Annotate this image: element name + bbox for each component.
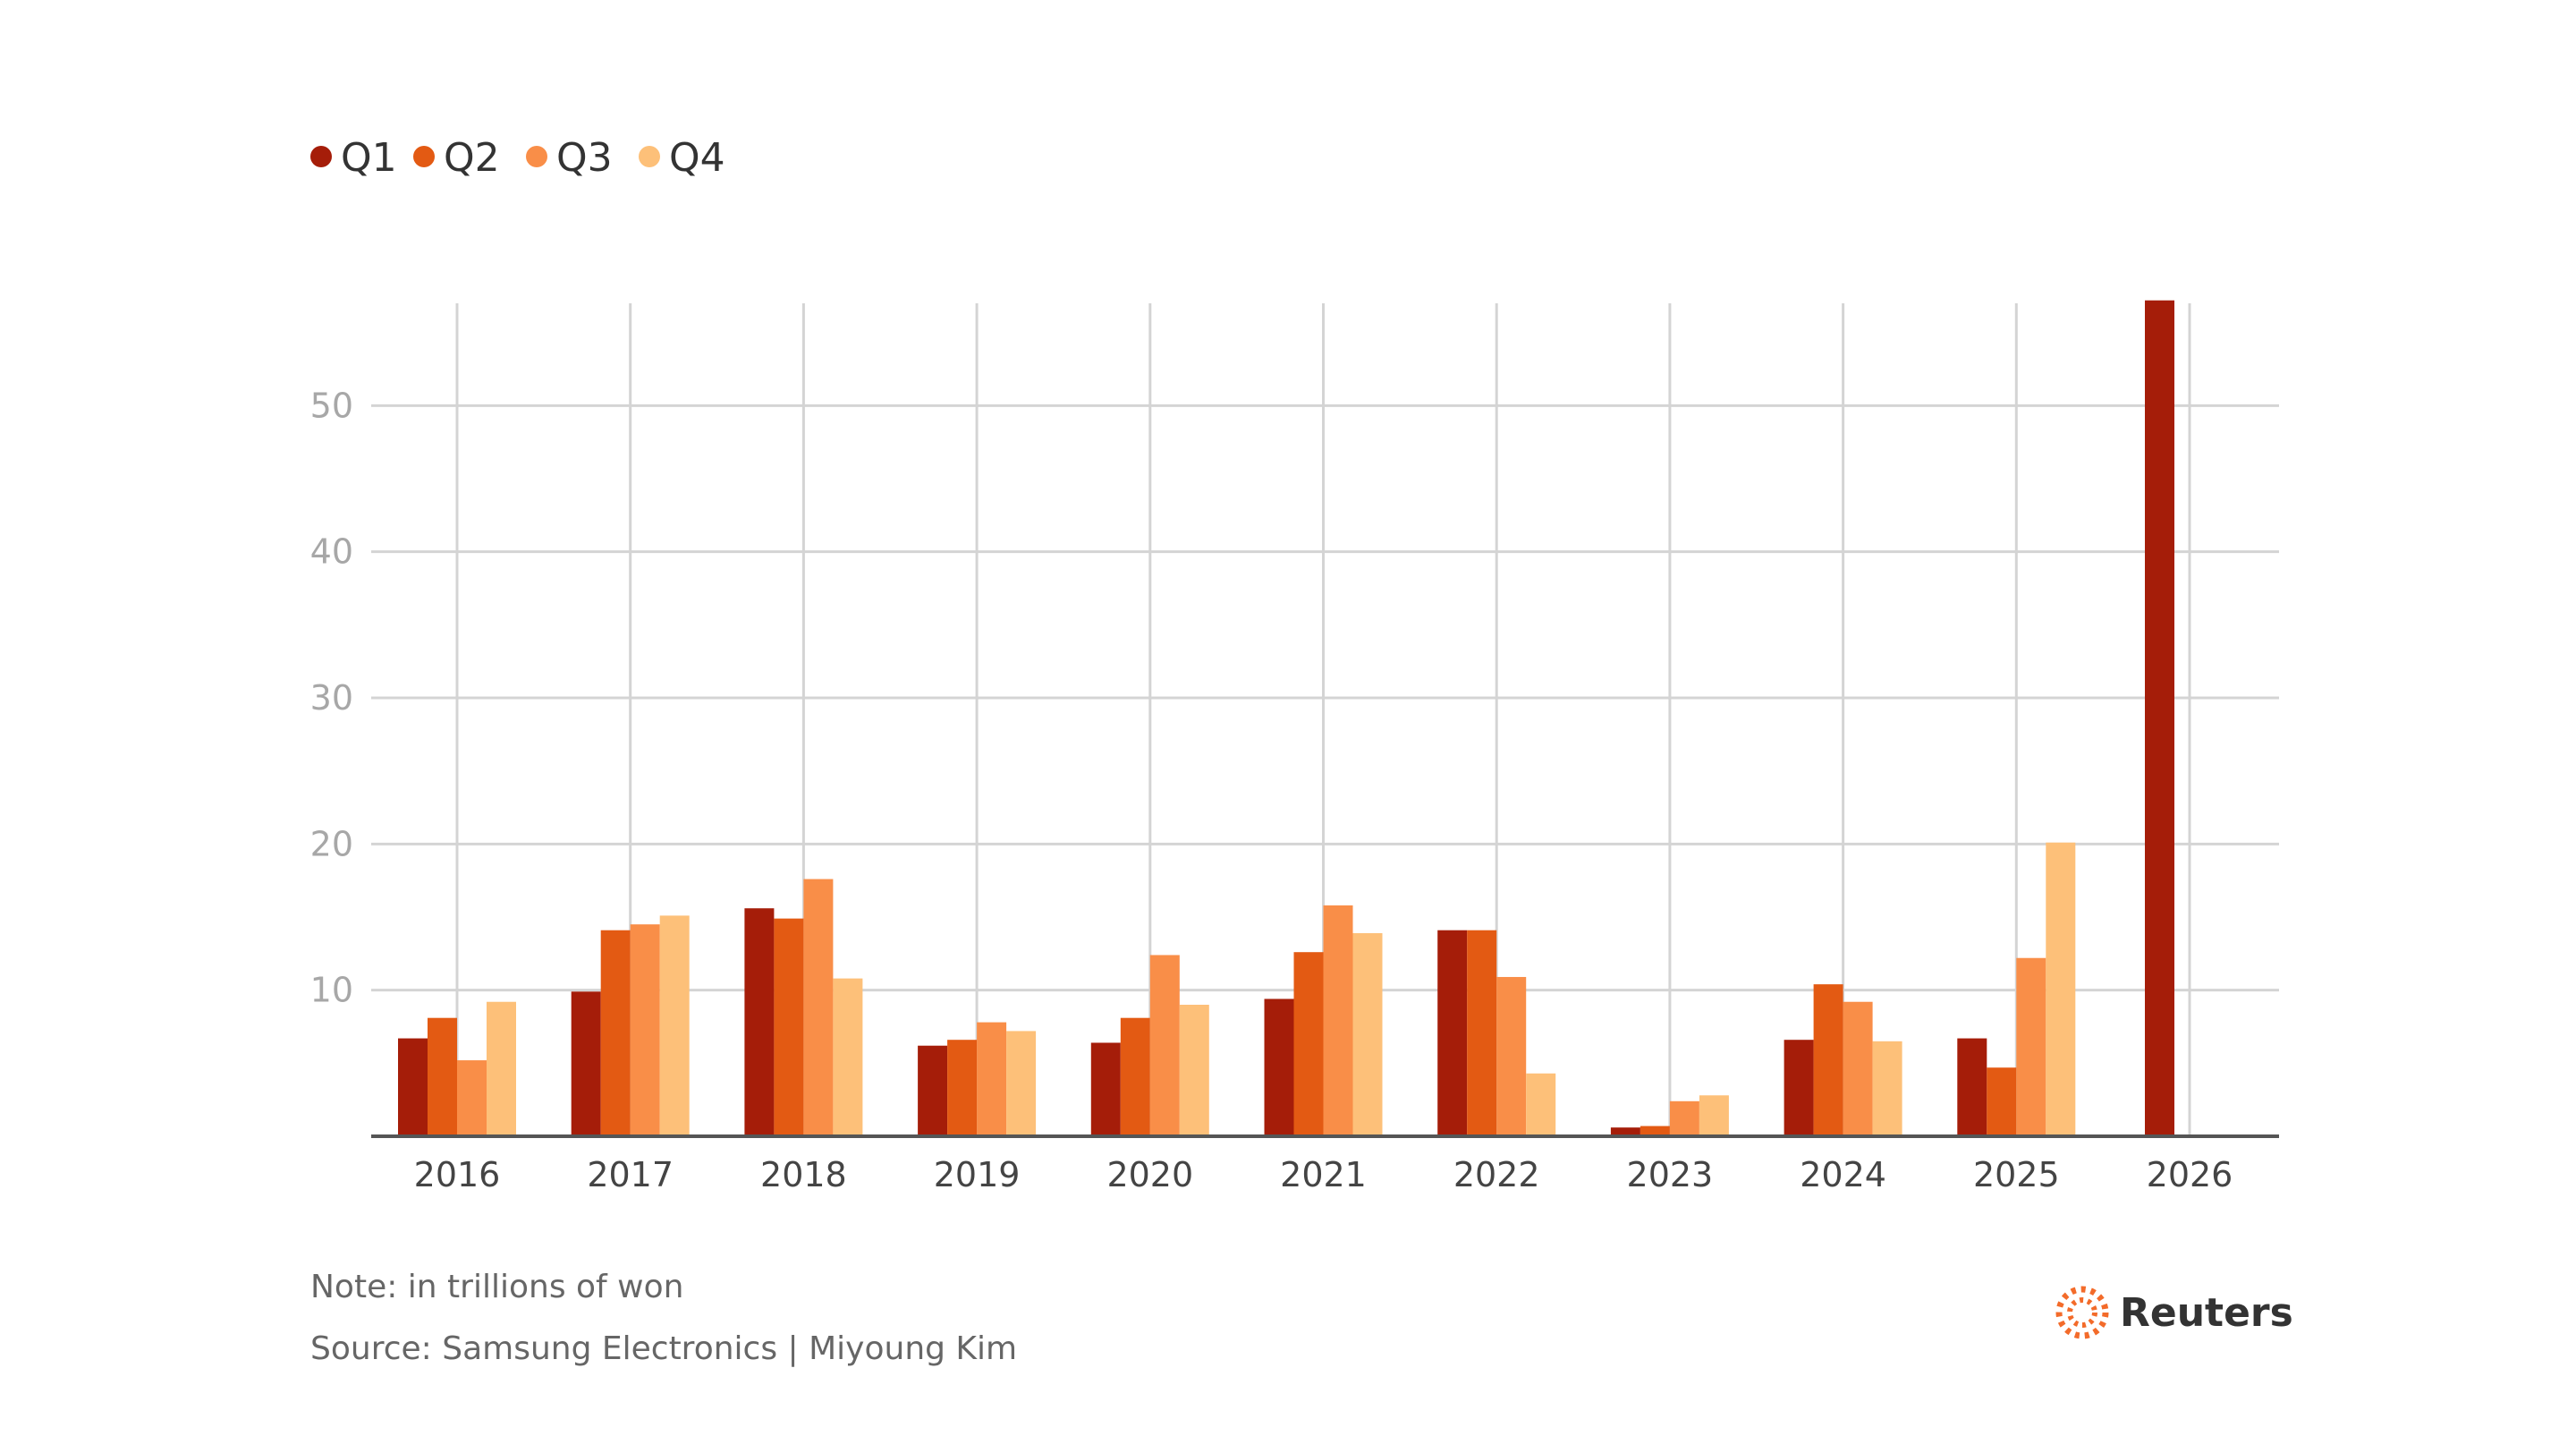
x-tick-label-2022: 2022: [1453, 1155, 1540, 1194]
legend-label-q1: Q1: [341, 135, 397, 181]
bar-q3-2025: [2016, 957, 2046, 1136]
bar-q3-2022: [1496, 976, 1527, 1136]
x-tick-label-2023: 2023: [1627, 1155, 1714, 1194]
bar-q2-2023: [1640, 1126, 1670, 1136]
legend-label-q4: Q4: [669, 135, 725, 181]
bar-q3-2024: [1843, 1001, 1873, 1136]
bar-q1-2024: [1784, 1040, 1814, 1136]
legend-swatch-q4: [639, 146, 660, 167]
x-tick-label-2025: 2025: [1973, 1155, 2060, 1194]
x-tick-label-2021: 2021: [1280, 1155, 1367, 1194]
legend-label-q2: Q2: [444, 135, 500, 181]
bar-q1-2020: [1090, 1042, 1121, 1136]
bar-q3-2017: [630, 924, 660, 1136]
y-tick-label: 40: [310, 532, 353, 572]
bar-q3-2021: [1323, 905, 1353, 1136]
axes: 10 20 30 40 50 2016 2017 2018 2019 2020 2021 2022 20…: [310, 386, 2279, 1194]
x-tick-label-2018: 2018: [760, 1155, 847, 1194]
legend-swatch-q3: [526, 146, 547, 167]
note-text: Note: in trillions of won: [310, 1269, 683, 1305]
legend-label-q3: Q3: [556, 135, 613, 181]
bar-q2-2018: [774, 918, 804, 1136]
y-tick-label: 10: [310, 971, 353, 1010]
bar-q4-2016: [487, 1001, 516, 1136]
reuters-logo: Reuters: [2055, 1286, 2293, 1339]
bar-q4-2025: [2046, 842, 2076, 1136]
bar-q2-2017: [600, 930, 631, 1136]
bar-q4-2019: [1006, 1031, 1037, 1136]
bar-q2-2021: [1293, 952, 1324, 1136]
bar-q2-2016: [428, 1017, 457, 1136]
bar-q2-2024: [1813, 984, 1843, 1136]
bar-q3-2020: [1149, 955, 1180, 1136]
bar-q2-2019: [947, 1040, 978, 1136]
x-tick-label-2026: 2026: [2147, 1155, 2233, 1194]
y-tick-label: 50: [310, 386, 353, 425]
legend: Q1 Q2 Q3 Q4: [310, 135, 725, 181]
x-tick-label-2017: 2017: [587, 1155, 674, 1194]
reuters-logo-icon: [2055, 1286, 2109, 1339]
bar-q1-2025: [1957, 1038, 1987, 1136]
bar-q3-2016: [457, 1060, 487, 1136]
x-tick-label-2020: 2020: [1106, 1155, 1193, 1194]
bar-q1-2017: [571, 991, 601, 1136]
bar-q1-2022: [1437, 930, 1468, 1136]
legend-swatch-q2: [413, 146, 435, 167]
y-tick-label: 30: [310, 678, 353, 718]
bar-q1-2026: [2145, 300, 2174, 1136]
x-tick-label-2016: 2016: [414, 1155, 501, 1194]
bar-q4-2018: [833, 978, 863, 1136]
y-tick-label: 20: [310, 824, 353, 863]
bar-q3-2018: [803, 879, 834, 1136]
bar-q1-2019: [918, 1045, 948, 1136]
bar-q4-2017: [659, 915, 690, 1136]
bar-q4-2020: [1179, 1005, 1209, 1136]
bar-q2-2022: [1467, 930, 1497, 1136]
bar-q1-2018: [744, 908, 775, 1136]
x-tick-label-2019: 2019: [934, 1155, 1021, 1194]
bar-q2-2020: [1120, 1017, 1150, 1136]
bar-q3-2023: [1669, 1100, 1699, 1136]
bar-q4-2024: [1872, 1041, 1902, 1136]
x-tick-label-2024: 2024: [1800, 1155, 1886, 1194]
bar-q1-2023: [1610, 1127, 1640, 1136]
bars: [398, 300, 2174, 1136]
bar-q2-2025: [1987, 1067, 2017, 1136]
source-text: Source: Samsung Electronics | Miyoung Ki…: [310, 1330, 1017, 1367]
bar-q1-2021: [1264, 998, 1294, 1136]
bar-q1-2016: [398, 1038, 428, 1136]
bar-q4-2023: [1699, 1095, 1729, 1136]
bar-q4-2021: [1352, 932, 1383, 1136]
legend-swatch-q1: [310, 146, 332, 167]
bar-q3-2019: [977, 1022, 1007, 1136]
bar-q4-2022: [1526, 1073, 1556, 1136]
reuters-logo-text: Reuters: [2120, 1290, 2293, 1336]
